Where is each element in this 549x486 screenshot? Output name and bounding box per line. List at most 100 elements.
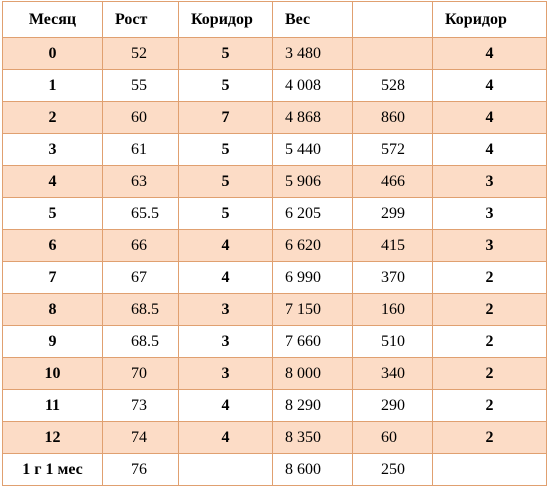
table-row: 11 73 4 8 290 290 2 — [2, 389, 547, 422]
table-row: 1 55 5 4 008 528 4 — [2, 69, 547, 102]
cell-corridor-height: 4 — [178, 229, 273, 262]
cell-month: 1 — [2, 69, 103, 102]
cell-corridor-height: 4 — [178, 421, 273, 454]
cell-corridor-height: 5 — [178, 165, 273, 198]
cell-ves: 8 600 — [272, 453, 353, 486]
cell-corridor-height: 3 — [178, 293, 273, 326]
cell-rost: 73 — [102, 389, 179, 422]
table-row: 4 63 5 5 906 466 3 — [2, 165, 547, 198]
cell-rost: 74 — [102, 421, 179, 454]
cell-corridor-weight: 4 — [432, 101, 547, 134]
cell-corridor-weight: 2 — [432, 421, 547, 454]
cell-corridor-weight: 2 — [432, 261, 547, 294]
cell-rost: 67 — [102, 261, 179, 294]
cell-ves: 6 205 — [272, 197, 353, 230]
header-ves: Вес — [272, 1, 353, 38]
cell-rost: 70 — [102, 357, 179, 390]
cell-corridor-weight: 2 — [432, 293, 547, 326]
table-row: 3 61 5 5 440 572 4 — [2, 133, 547, 166]
cell-rost: 61 — [102, 133, 179, 166]
cell-corridor-height — [178, 453, 273, 486]
cell-ves: 5 440 — [272, 133, 353, 166]
cell-corridor-height: 4 — [178, 389, 273, 422]
cell-month: 0 — [2, 37, 103, 70]
cell-rost: 60 — [102, 101, 179, 134]
cell-month: 6 — [2, 229, 103, 262]
cell-weight-gain — [352, 37, 433, 70]
table-row: 10 70 3 8 000 340 2 — [2, 357, 547, 390]
cell-weight-gain: 340 — [352, 357, 433, 390]
cell-corridor-height: 5 — [178, 133, 273, 166]
header-month: Месяц — [2, 1, 103, 38]
cell-month: 5 — [2, 197, 103, 230]
cell-corridor-weight — [432, 453, 547, 486]
cell-ves: 4 008 — [272, 69, 353, 102]
cell-weight-gain: 299 — [352, 197, 433, 230]
cell-weight-gain: 250 — [352, 453, 433, 486]
cell-corridor-weight: 2 — [432, 325, 547, 358]
cell-corridor-weight: 3 — [432, 229, 547, 262]
cell-corridor-weight: 4 — [432, 69, 547, 102]
cell-rost: 63 — [102, 165, 179, 198]
table-row: 6 66 4 6 620 415 3 — [2, 229, 547, 262]
cell-ves: 3 480 — [272, 37, 353, 70]
cell-month: 11 — [2, 389, 103, 422]
cell-ves: 6 620 — [272, 229, 353, 262]
cell-corridor-height: 5 — [178, 37, 273, 70]
cell-month: 9 — [2, 325, 103, 358]
cell-corridor-weight: 2 — [432, 357, 547, 390]
cell-ves: 7 660 — [272, 325, 353, 358]
cell-corridor-weight: 4 — [432, 37, 547, 70]
cell-ves: 6 990 — [272, 261, 353, 294]
cell-month: 2 — [2, 101, 103, 134]
cell-rost: 52 — [102, 37, 179, 70]
table-row: 0 52 5 3 480 4 — [2, 37, 547, 70]
cell-ves: 4 868 — [272, 101, 353, 134]
header-row: Месяц Рост Коридор Вес Коридор — [2, 1, 547, 38]
cell-corridor-height: 3 — [178, 357, 273, 390]
cell-ves: 8 350 — [272, 421, 353, 454]
table-row: 8 68.5 3 7 150 160 2 — [2, 293, 547, 326]
cell-month: 8 — [2, 293, 103, 326]
cell-corridor-weight: 2 — [432, 389, 547, 422]
table-row: 2 60 7 4 868 860 4 — [2, 101, 547, 134]
cell-ves: 5 906 — [272, 165, 353, 198]
cell-weight-gain: 572 — [352, 133, 433, 166]
header-corridor-weight: Коридор — [432, 1, 547, 38]
cell-weight-gain: 160 — [352, 293, 433, 326]
cell-rost: 55 — [102, 69, 179, 102]
cell-weight-gain: 60 — [352, 421, 433, 454]
cell-rost: 66 — [102, 229, 179, 262]
cell-weight-gain: 510 — [352, 325, 433, 358]
table-row: 1 г 1 мес 76 8 600 250 — [2, 453, 547, 486]
cell-corridor-weight: 3 — [432, 165, 547, 198]
cell-month: 10 — [2, 357, 103, 390]
cell-month: 12 — [2, 421, 103, 454]
table-row: 12 74 4 8 350 60 2 — [2, 421, 547, 454]
cell-corridor-weight: 4 — [432, 133, 547, 166]
cell-month: 7 — [2, 261, 103, 294]
header-corridor-height: Коридор — [178, 1, 273, 38]
header-weight-gain — [352, 1, 433, 38]
cell-month: 4 — [2, 165, 103, 198]
header-rost: Рост — [102, 1, 179, 38]
cell-weight-gain: 370 — [352, 261, 433, 294]
cell-corridor-height: 5 — [178, 69, 273, 102]
table-row: 7 67 4 6 990 370 2 — [2, 261, 547, 294]
cell-weight-gain: 290 — [352, 389, 433, 422]
cell-corridor-height: 4 — [178, 261, 273, 294]
cell-ves: 8 290 — [272, 389, 353, 422]
cell-corridor-weight: 3 — [432, 197, 547, 230]
cell-rost: 68.5 — [102, 293, 179, 326]
table-body: 0 52 5 3 480 4 1 55 5 4 008 528 4 2 60 7 4 868 860 4 3 61 5… — [2, 37, 547, 486]
cell-rost: 68.5 — [102, 325, 179, 358]
cell-rost: 76 — [102, 453, 179, 486]
table-row: 9 68.5 3 7 660 510 2 — [2, 325, 547, 358]
cell-month: 1 г 1 мес — [2, 453, 103, 486]
cell-corridor-height: 5 — [178, 197, 273, 230]
cell-corridor-height: 7 — [178, 101, 273, 134]
table-row: 5 65.5 5 6 205 299 3 — [2, 197, 547, 230]
cell-rost: 65.5 — [102, 197, 179, 230]
cell-weight-gain: 528 — [352, 69, 433, 102]
